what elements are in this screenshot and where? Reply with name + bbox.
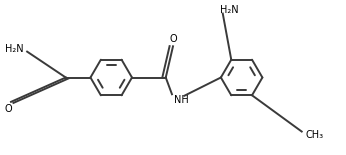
Text: O: O — [169, 34, 177, 44]
Text: O: O — [5, 104, 12, 114]
Text: H₂N: H₂N — [220, 5, 239, 15]
Text: H₂N: H₂N — [5, 44, 24, 54]
Text: NH: NH — [174, 95, 189, 105]
Text: CH₃: CH₃ — [305, 130, 323, 140]
